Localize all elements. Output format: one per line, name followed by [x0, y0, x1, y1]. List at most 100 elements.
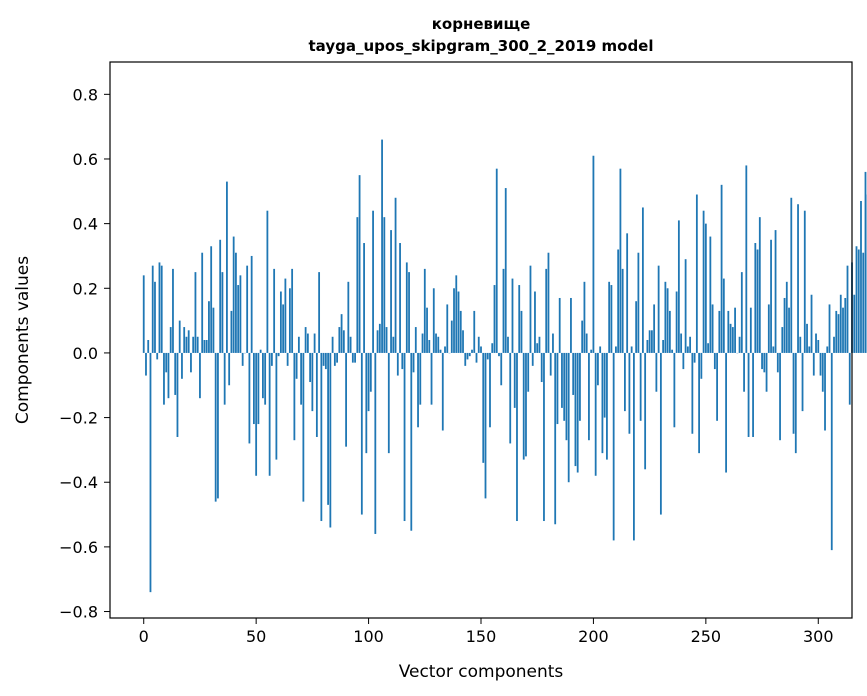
bar: [788, 307, 790, 353]
bar: [340, 314, 343, 353]
bar: [704, 223, 707, 353]
bar: [286, 352, 289, 366]
y-tick-label: 0.4: [73, 215, 98, 234]
bar: [594, 352, 597, 476]
bar: [378, 323, 381, 353]
bar: [662, 340, 665, 353]
bar: [464, 352, 467, 366]
bar: [794, 352, 797, 454]
bar: [228, 352, 231, 386]
bar: [619, 168, 622, 353]
bar: [459, 310, 462, 353]
bar: [219, 239, 222, 353]
bar: [743, 352, 745, 392]
bar: [513, 352, 516, 408]
bar: [414, 327, 417, 353]
bar: [169, 327, 172, 353]
bar: [756, 249, 759, 353]
bar: [446, 304, 449, 353]
bar: [637, 252, 640, 353]
bar: [500, 352, 503, 386]
bar: [392, 336, 395, 353]
bar: [815, 333, 817, 353]
bar: [187, 330, 190, 353]
bar: [547, 252, 550, 353]
bar: [812, 352, 815, 376]
bar: [230, 310, 233, 353]
bar: [772, 346, 775, 353]
bar: [223, 352, 226, 405]
bar: [178, 320, 181, 353]
bar: [597, 352, 599, 386]
bar: [635, 301, 638, 353]
bar: [237, 285, 240, 353]
bar: [266, 210, 269, 353]
bar: [154, 281, 156, 353]
bar: [203, 340, 206, 353]
bar: [516, 352, 518, 522]
bar: [156, 352, 159, 360]
bar: [268, 352, 271, 476]
bar: [574, 352, 577, 467]
bar: [666, 288, 669, 353]
y-tick-label: −0.2: [59, 409, 98, 428]
bar: [709, 236, 712, 353]
bar: [167, 352, 170, 399]
bar: [232, 236, 235, 353]
bar: [477, 336, 480, 353]
bar: [313, 333, 316, 353]
bar: [349, 336, 352, 353]
bar: [563, 352, 566, 421]
bar: [324, 352, 327, 370]
bar: [331, 336, 334, 353]
bar: [819, 352, 822, 376]
bar: [428, 340, 431, 353]
bar: [722, 278, 725, 353]
bar: [518, 285, 521, 353]
bar: [145, 352, 147, 376]
bar: [498, 352, 500, 357]
bar: [610, 285, 613, 353]
bar: [241, 352, 244, 366]
bar: [785, 281, 788, 353]
bar: [626, 233, 629, 353]
bar: [214, 352, 217, 502]
bar: [318, 272, 321, 353]
bar: [700, 352, 703, 379]
bar: [387, 352, 390, 454]
bar: [781, 327, 784, 353]
bar: [482, 352, 485, 463]
bar: [617, 249, 620, 353]
bar: [570, 297, 572, 353]
bar: [624, 352, 626, 412]
bar: [457, 291, 460, 353]
bar: [262, 352, 264, 399]
bar: [695, 194, 698, 353]
bar: [408, 272, 410, 353]
bar: [403, 352, 406, 522]
bar: [767, 304, 770, 353]
bar: [677, 220, 680, 353]
bar: [176, 352, 179, 437]
bar: [381, 139, 383, 353]
bar: [315, 352, 318, 437]
bar: [399, 243, 401, 353]
bar: [511, 278, 514, 353]
bar: [311, 352, 314, 412]
bar: [297, 336, 300, 353]
bar: [545, 268, 548, 353]
bar: [520, 310, 523, 353]
bar: [495, 168, 498, 353]
bar: [792, 352, 795, 434]
bar: [277, 352, 280, 357]
bar: [549, 352, 552, 376]
bar: [837, 314, 840, 353]
bar: [284, 278, 287, 353]
bar: [468, 352, 471, 357]
bar: [401, 352, 404, 370]
bar: [745, 165, 748, 353]
bar: [540, 352, 543, 383]
x-tick-label: 250: [691, 627, 722, 646]
bar: [774, 230, 777, 353]
bar: [531, 352, 534, 366]
